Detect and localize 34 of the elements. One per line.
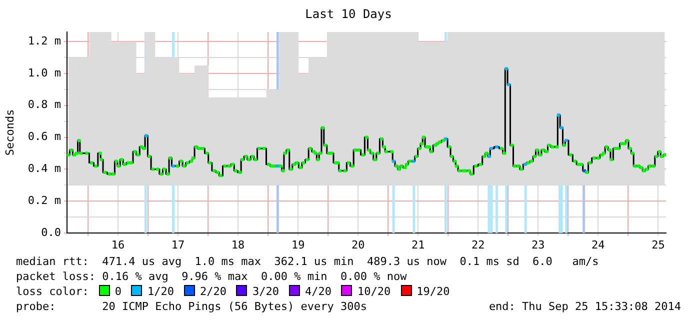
x-tick-label: 22 bbox=[472, 238, 485, 252]
text: probe: 20 ICMP Echo Pings (56 Bytes) every 300s bbox=[16, 300, 367, 313]
y-tick-label: 0.4 m bbox=[28, 162, 62, 176]
x-tick-label: 21 bbox=[411, 238, 425, 252]
y-tick-label: 1.0 m bbox=[28, 66, 62, 80]
y-tick-label: 0.6 m bbox=[28, 130, 62, 144]
x-tick-label: 23 bbox=[532, 238, 545, 252]
x-tick-label: 16 bbox=[111, 238, 125, 252]
text: median rtt: 471.4 us avg 1.0 ms max 362.1 us min 489.3 us now 0.1 ms sd 6.0 am/s bbox=[16, 255, 599, 268]
y-tick-label: 0.2 m bbox=[28, 194, 62, 207]
point bbox=[557, 113, 560, 117]
x-tick-label: 19 bbox=[291, 238, 305, 252]
y-tick-label: 0.0 bbox=[41, 226, 61, 239]
point bbox=[504, 67, 508, 70]
legend-label: 19/20 bbox=[416, 285, 450, 298]
text: packet loss: 0.16 % avg 9.96 % max 0.00 % min 0.00 % now bbox=[16, 270, 407, 283]
x-tick-label: 18 bbox=[231, 238, 245, 252]
x-tick-label: 20 bbox=[351, 238, 365, 252]
legend-label: 4/20 bbox=[304, 285, 332, 298]
chart-title: Last 10 Days bbox=[304, 7, 393, 21]
x-tick-label: 24 bbox=[592, 238, 606, 252]
legend-label: 10/20 bbox=[357, 285, 391, 298]
x-tick-label: 17 bbox=[171, 238, 185, 252]
legend-label: 0 bbox=[114, 285, 122, 298]
x-tick-label: 25 bbox=[652, 238, 665, 252]
text: end: Thu Sep 25 15:33:08 2014 bbox=[488, 300, 681, 313]
y-axis-title: Seconds bbox=[3, 109, 16, 156]
legend-title: loss color: bbox=[16, 285, 89, 298]
legend-label: 1/20 bbox=[147, 285, 174, 298]
y-tick-label: 1.2 m bbox=[28, 34, 62, 48]
legend-label: 3/20 bbox=[252, 285, 279, 298]
legend-label: 2/20 bbox=[200, 285, 226, 298]
y-tick-label: 0.8 m bbox=[28, 98, 62, 112]
point bbox=[507, 83, 510, 86]
